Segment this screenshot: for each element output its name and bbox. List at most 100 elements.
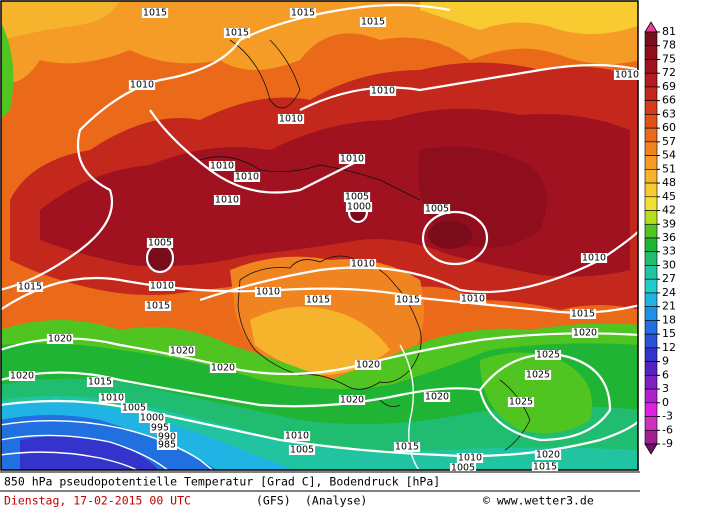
- isobar-label: 985: [158, 440, 176, 451]
- isobar-label-bg: [456, 453, 484, 463]
- isobar-label: 1015: [361, 17, 385, 28]
- colorbar-band: [644, 292, 658, 307]
- isobar-label: 1010: [582, 253, 606, 264]
- colorbar-band: [644, 59, 658, 74]
- isobar-label: 1025: [526, 370, 550, 381]
- isobar-label: 995: [151, 423, 169, 434]
- colorbar-tick-label: -6: [662, 423, 673, 436]
- colorbar-tick-label: 6: [662, 368, 669, 381]
- isobar-label-bg: [213, 195, 241, 205]
- colorbar-tick-label: 21: [662, 300, 676, 313]
- colorbar-tick-label: 18: [662, 313, 676, 326]
- isobar-label: 1015: [18, 282, 42, 293]
- isobar-label-bg: [144, 301, 172, 311]
- isobar-label-bg: [146, 238, 174, 248]
- isobar-label: 1010: [340, 154, 364, 165]
- isobar-label-bg: [507, 397, 535, 407]
- isobar-label: 1020: [425, 392, 449, 403]
- isobar-label: 1015: [291, 8, 315, 19]
- isobar-labels: 1015 1015 1015 1015 1010 1010 1010 1010 1010 1010…: [8, 8, 641, 474]
- isobar-label-bg: [46, 334, 74, 344]
- isobar-label: 1025: [536, 350, 560, 361]
- colorbar-tip: [644, 443, 658, 455]
- footer-analysis: (Analyse): [305, 494, 367, 508]
- colorbar-band: [644, 210, 658, 225]
- colorbar-tick-label: 81: [662, 25, 676, 38]
- colorbar-tick-label: 24: [662, 286, 676, 299]
- colorbar-tick-label: 30: [662, 258, 676, 271]
- footer-title: 850 hPa pseudopotentielle Temperatur [Gr…: [4, 475, 440, 489]
- isobar-label-bg: [534, 350, 562, 360]
- isobar-label-bg: [148, 281, 176, 291]
- colorbar-band: [644, 72, 658, 88]
- colorbar-band: [644, 155, 658, 170]
- colorbar-band: [644, 347, 658, 362]
- footer-model: (GFS): [256, 494, 291, 508]
- isobar-label: 1015: [225, 28, 249, 39]
- footer-credit: © www.wetter3.de: [483, 494, 594, 508]
- isobar-label: 1020: [10, 371, 34, 382]
- colorbar-tick-label: -3: [662, 410, 673, 423]
- isobar-label-bg: [208, 161, 236, 171]
- isobar-label-bg: [128, 80, 156, 90]
- isobar-label: 1015: [533, 462, 557, 473]
- isobar-label: 1010: [215, 195, 239, 206]
- colorbar-band: [644, 375, 658, 390]
- isobar-label: 1020: [536, 450, 560, 461]
- isobar-label: 1015: [88, 377, 112, 388]
- isobar-label: 1020: [573, 328, 597, 339]
- isobar-label-bg: [156, 440, 178, 450]
- isobar-label-bg: [98, 393, 126, 403]
- colorbar-band: [644, 429, 658, 445]
- footer-date: Dienstag, 17-02-2015 00 UTC: [4, 494, 191, 508]
- isobar-label: 1015: [396, 295, 420, 306]
- map-field: [1, 1, 638, 470]
- colorbar-band: [644, 45, 658, 60]
- colorbar-band: [644, 237, 658, 253]
- colorbar-band: [644, 320, 658, 335]
- isobar-label-bg: [534, 450, 562, 460]
- isobar-label: 1010: [371, 86, 395, 97]
- isobar-label-bg: [277, 114, 305, 124]
- colorbar-tick-label: 57: [662, 135, 676, 148]
- isobar-label: 1005: [148, 238, 172, 249]
- isobar-label-bg: [138, 413, 166, 423]
- isobar-label: 1010: [458, 453, 482, 464]
- colorbar-tick-label: 9: [662, 355, 669, 368]
- isobar-label: 1020: [356, 360, 380, 371]
- isobar-label-bg: [343, 192, 371, 202]
- isobar-label: 1015: [306, 295, 330, 306]
- isobar-label: 1005: [290, 445, 314, 456]
- isobar-label: 1000: [347, 202, 371, 213]
- isobar-label-bg: [423, 204, 451, 214]
- colorbar-band: [644, 265, 658, 280]
- isobar-label-bg: [254, 287, 282, 297]
- isobar-label-bg: [338, 154, 366, 164]
- colorbar-tick-label: 72: [662, 66, 676, 79]
- colorbar-tick-label: 33: [662, 245, 676, 258]
- isobar-label: 1010: [461, 294, 485, 305]
- colorbar-band: [644, 31, 658, 47]
- colorbar-tip: [644, 21, 658, 33]
- isobar-label: 1005: [451, 463, 475, 474]
- colorbar-band: [644, 223, 658, 239]
- colorbar-tick-label: 36: [662, 231, 676, 244]
- isobar-label-bg: [369, 86, 397, 96]
- isobar-label-bg: [531, 462, 559, 472]
- colorbar-band: [644, 86, 658, 101]
- isobar-label: 1005: [122, 403, 146, 414]
- isobar-label: 990: [158, 432, 176, 443]
- colorbar-band: [644, 100, 658, 115]
- isobar-label: 1010: [285, 431, 309, 442]
- isobar-label: 1020: [211, 363, 235, 374]
- isobar-label-bg: [156, 432, 178, 442]
- isobar-label: 1010: [279, 114, 303, 125]
- isobar-label-bg: [359, 17, 387, 27]
- colorbar-tick-label: 0: [662, 396, 669, 409]
- colorbar-tick-label: 78: [662, 39, 676, 52]
- isobar-label: 1015: [146, 301, 170, 312]
- colorbar-tick-label: 75: [662, 52, 676, 65]
- colorbar-band: [644, 333, 658, 349]
- isobar-label-bg: [304, 295, 332, 305]
- colorbar-tick-label: 3: [662, 382, 669, 395]
